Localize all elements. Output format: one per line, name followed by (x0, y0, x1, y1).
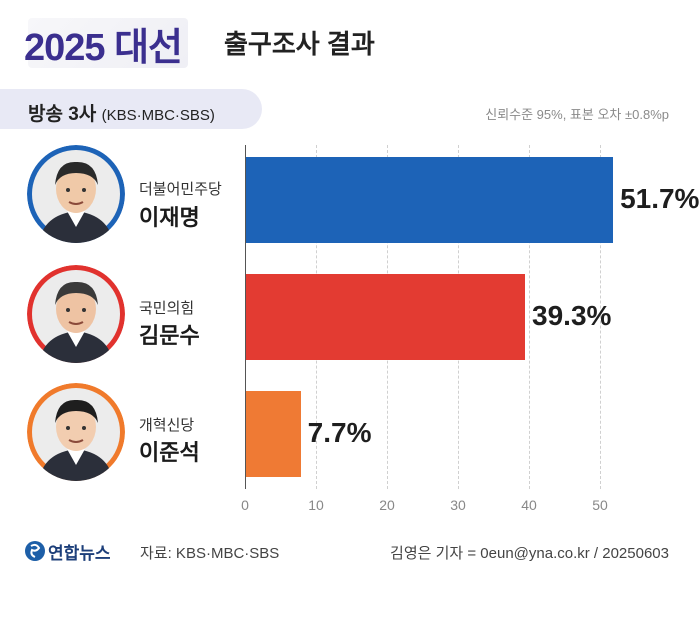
bar-1 (246, 157, 614, 243)
candidate-photo-2 (27, 265, 125, 363)
yonhap-logo-text: 연합뉴스 (48, 544, 111, 563)
y-axis-line (245, 145, 246, 489)
chart-subtitle: 방송 3사 (KBS·MBC·SBS) (28, 99, 215, 126)
subtitle-detail: (KBS·MBC·SBS) (101, 107, 215, 124)
grid-line-50 (600, 145, 601, 489)
x-tick-label-30: 30 (450, 497, 466, 513)
confidence-note: 신뢰수준 95%, 표본 오차 ±0.8%p (485, 107, 669, 122)
party-label-2: 국민의힘 (139, 300, 195, 317)
candidate-name-2: 김문수 (139, 323, 200, 348)
bar-value-label-1: 51.7% (620, 183, 699, 214)
party-label-3: 개혁신당 (139, 417, 195, 434)
bar-value-label-3: 7.7% (307, 417, 372, 448)
credit-text: 김영은 기자 = 0eun@yna.co.kr / 20250603 (390, 545, 669, 562)
chart-title-year: 2025 대선 (24, 27, 183, 69)
subtitle-main: 방송 3사 (28, 104, 97, 125)
title-decoration (28, 18, 188, 68)
x-tick-label-10: 10 (308, 497, 324, 513)
bar-value-label-2: 39.3% (532, 300, 612, 331)
bar-3 (246, 391, 301, 477)
candidate-photo-3 (27, 383, 125, 481)
grid-line-40 (529, 145, 530, 489)
x-tick-label-20: 20 (379, 497, 395, 513)
chart-title: 출구조사 결과 (224, 29, 375, 59)
x-tick-label-40: 40 (521, 497, 537, 513)
bar-2 (246, 274, 526, 360)
source-text: 자료: KBS·MBC·SBS (140, 545, 280, 562)
candidate-name-1: 이재명 (139, 205, 200, 230)
subtitle-pill (0, 89, 262, 129)
yonhap-logo-icon (25, 541, 45, 561)
candidate-name-3: 이준석 (139, 440, 200, 465)
candidate-photo-1 (27, 145, 125, 243)
party-label-1: 더불어민주당 (139, 181, 222, 198)
x-tick-label-50: 50 (592, 497, 608, 513)
x-tick-label-0: 0 (241, 497, 249, 513)
